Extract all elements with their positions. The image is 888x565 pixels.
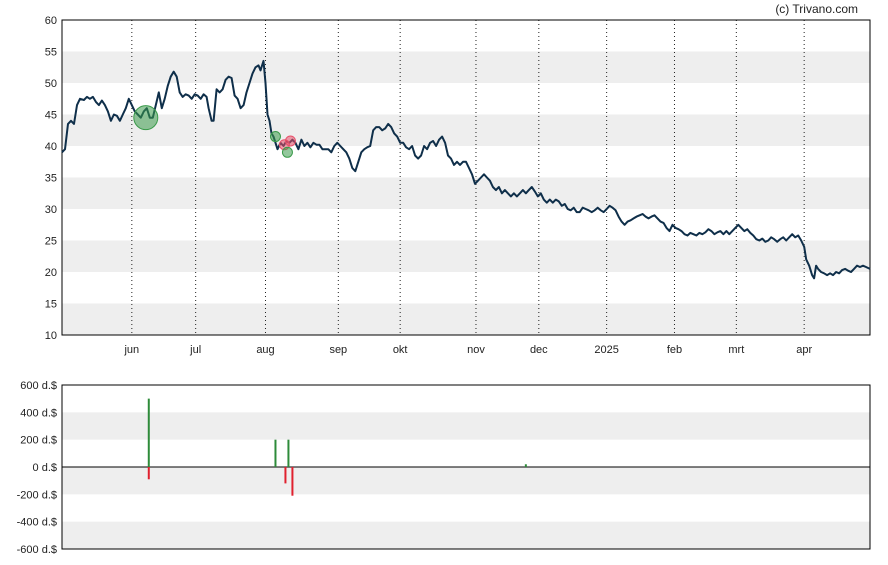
sell-marker <box>284 135 296 147</box>
y-tick-label: 35 <box>45 173 57 185</box>
volume-y-tick-label: -400 d.$ <box>17 517 57 529</box>
x-tick-label: dec <box>530 344 548 356</box>
volume-chart-panel: 600 d.$ 400 d.$ 200 d.$ 0 d.$ -200 d.$ -400 d… <box>17 380 871 556</box>
y-tick-label: 45 <box>45 110 57 122</box>
volume-grid-band <box>62 467 870 495</box>
x-tick-label: 2025 <box>594 344 618 356</box>
volume-grid-band <box>62 521 870 549</box>
volume-y-tick-label: 600 d.$ <box>20 380 57 392</box>
price-grid-band <box>62 51 870 83</box>
x-tick-label: apr <box>796 344 812 356</box>
buy-marker <box>281 146 293 158</box>
y-tick-label: 30 <box>45 204 57 216</box>
y-tick-label: 10 <box>45 330 57 342</box>
y-tick-label: 20 <box>45 267 57 279</box>
x-tick-label: okt <box>393 344 408 356</box>
price-series-line <box>61 59 871 280</box>
y-tick-label: 50 <box>45 78 57 90</box>
y-tick-label: 15 <box>45 299 57 311</box>
price-grid-band <box>62 177 870 209</box>
x-tick-label: feb <box>667 344 682 356</box>
buy-marker <box>133 105 159 131</box>
x-tick-label: nov <box>467 344 485 356</box>
price-plot-frame <box>61 19 871 336</box>
x-tick-label: mrt <box>728 344 744 356</box>
price-grid-band <box>62 240 870 272</box>
volume-y-tick-label: 400 d.$ <box>20 407 57 419</box>
price-grid-band <box>62 114 870 146</box>
x-tick-label: jul <box>189 344 201 356</box>
x-tick-label: jun <box>123 344 139 356</box>
buy-marker <box>269 131 281 143</box>
x-tick-label: sep <box>329 344 347 356</box>
price-grid-band <box>62 303 870 335</box>
volume-y-tick-label: 200 d.$ <box>20 435 57 447</box>
y-tick-label: 40 <box>45 141 57 153</box>
x-tick-label: aug <box>256 344 274 356</box>
volume-grid-band <box>62 412 870 440</box>
y-tick-label: 25 <box>45 236 57 248</box>
volume-y-tick-label: -200 d.$ <box>17 489 57 501</box>
volume-y-tick-label: -600 d.$ <box>17 544 57 556</box>
price-chart-panel: jun jul aug sep okt nov dec 2025 feb mrt apr605550… <box>45 15 871 356</box>
y-tick-label: 60 <box>45 15 57 27</box>
credit-label: (c) Trivano.com <box>775 2 858 16</box>
y-tick-label: 55 <box>45 47 57 59</box>
volume-y-tick-label: 0 d.$ <box>33 462 57 474</box>
